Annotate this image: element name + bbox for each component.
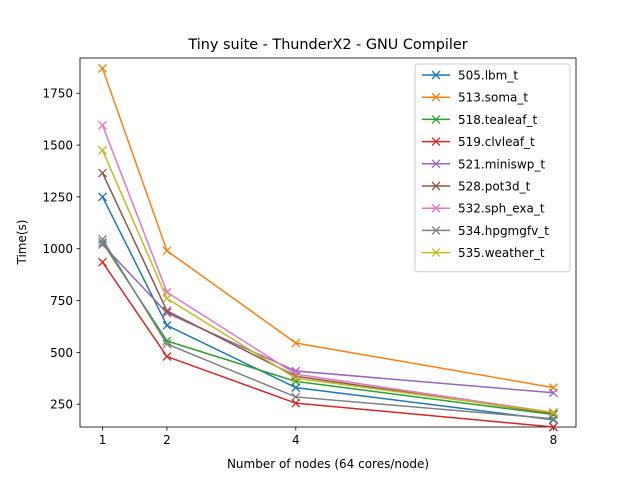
data-point xyxy=(162,352,172,361)
legend-label: 528.pot3d_t xyxy=(458,180,531,194)
data-point xyxy=(98,145,108,155)
series-535.weather_t xyxy=(98,145,558,417)
chart-title: Tiny suite - ThunderX2 - GNU Compiler xyxy=(187,37,467,53)
legend-item: 535.weather_t xyxy=(422,246,545,260)
data-point xyxy=(162,339,172,349)
data-point xyxy=(162,320,172,330)
y-tick-label: 1250 xyxy=(42,190,73,204)
legend-item: 519.clvleaf_t xyxy=(422,135,535,149)
legend-box xyxy=(414,63,571,273)
legend-marker xyxy=(431,92,441,102)
legend-marker xyxy=(431,225,441,235)
legend-marker xyxy=(431,181,441,191)
x-tick-label: 1 xyxy=(99,433,107,447)
legend-item: 518.tealeaf_t xyxy=(422,113,537,127)
data-point xyxy=(162,308,172,318)
data-point xyxy=(162,306,172,316)
data-point xyxy=(548,408,558,417)
x-tick-label: 4 xyxy=(292,433,300,447)
axes-frame xyxy=(79,57,577,428)
y-tick-label: 750 xyxy=(50,294,73,308)
legend-item: 521.miniswp_t xyxy=(422,157,545,171)
data-point xyxy=(162,246,172,256)
series-line xyxy=(101,125,554,414)
legend-marker xyxy=(431,137,441,147)
data-point xyxy=(98,192,108,202)
series-line xyxy=(101,261,554,428)
series-line xyxy=(101,68,554,389)
legend-item: 513.soma_t xyxy=(422,91,528,105)
legend-label: 521.miniswp_t xyxy=(458,157,545,171)
y-tick-label: 250 xyxy=(50,398,73,412)
data-point xyxy=(291,373,301,383)
data-point xyxy=(98,234,108,244)
legend-marker xyxy=(431,248,441,258)
x-axis-label: Number of nodes (64 cores/node) xyxy=(227,457,429,471)
series-line xyxy=(101,149,554,414)
y-tick-label: 1500 xyxy=(42,139,73,153)
data-point xyxy=(291,392,301,402)
data-point xyxy=(291,338,301,348)
data-point xyxy=(98,63,108,73)
data-point xyxy=(162,294,172,303)
x-tick-label: 8 xyxy=(550,433,558,447)
legend-label: 519.clvleaf_t xyxy=(458,135,535,149)
legend-item: 532.sph_exa_t xyxy=(422,202,545,216)
legend-item: 528.pot3d_t xyxy=(422,180,531,194)
data-point xyxy=(98,168,108,178)
series-519.clvleaf_t xyxy=(98,257,558,432)
plot-area: 1 2 4 8 250 500 750 1000 1250 1500 1750 xyxy=(42,57,577,447)
legend-marker xyxy=(431,114,441,124)
legend-label: 535.weather_t xyxy=(458,246,545,260)
series-line xyxy=(101,196,554,421)
data-point xyxy=(162,336,172,346)
data-point xyxy=(548,422,558,432)
y-tick-label: 1000 xyxy=(42,242,73,256)
legend-label: 532.sph_exa_t xyxy=(458,202,545,216)
legend-item: 505.lbm_t xyxy=(422,69,518,83)
y-tick-label: 500 xyxy=(50,346,73,360)
y-tick-label: 1750 xyxy=(42,87,73,101)
legend-label: 534.hpgmgfv_t xyxy=(458,224,549,238)
legend-marker xyxy=(431,203,441,213)
y-axis-label: Time(s) xyxy=(15,220,29,266)
data-point xyxy=(98,257,108,267)
legend-label: 505.lbm_t xyxy=(458,69,518,83)
legend-marker xyxy=(431,70,441,80)
data-point xyxy=(98,238,108,247)
legend-marker xyxy=(431,159,441,169)
series-line xyxy=(101,238,554,420)
series-513.soma_t xyxy=(98,63,558,393)
legend: 505.lbm_t 513.soma_t 518.tealeaf_t 519.clvl… xyxy=(414,63,571,273)
x-tick-label: 2 xyxy=(163,433,171,447)
legend-label: 518.tealeaf_t xyxy=(458,113,537,127)
data-point xyxy=(548,388,558,398)
legend-label: 513.soma_t xyxy=(458,91,528,105)
data-point xyxy=(98,120,108,130)
legend-item: 534.hpgmgfv_t xyxy=(422,224,549,238)
series-line xyxy=(102,244,554,394)
